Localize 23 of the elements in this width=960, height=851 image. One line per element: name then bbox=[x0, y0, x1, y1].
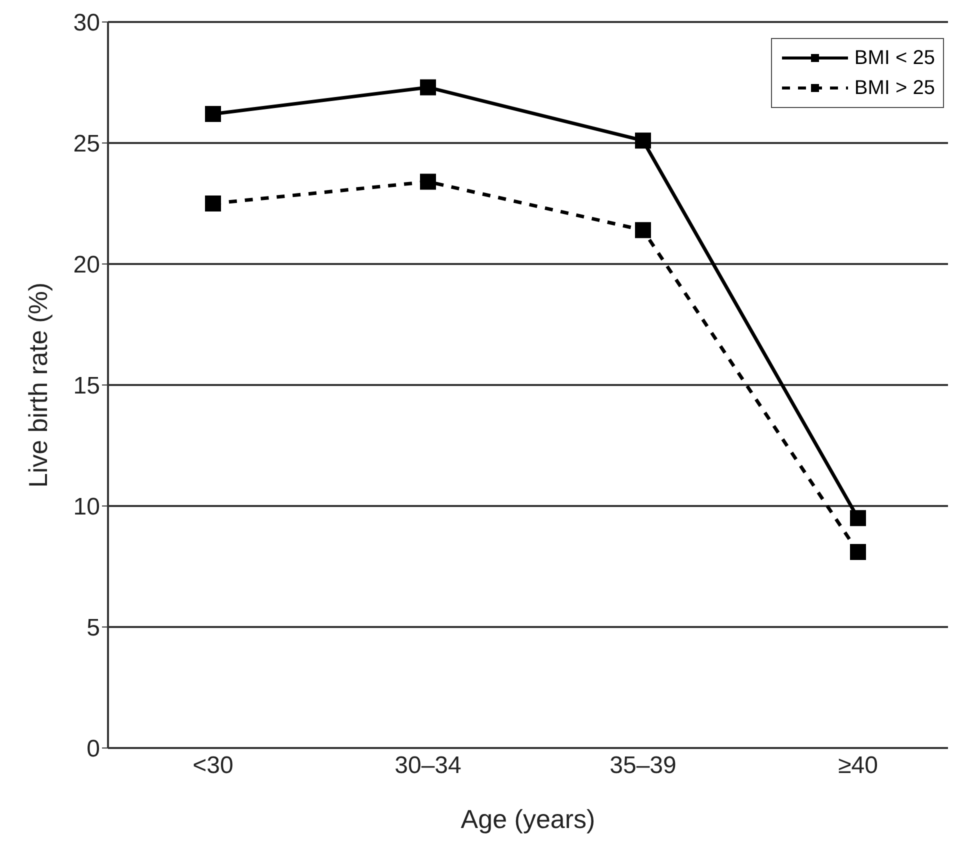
point bbox=[205, 106, 221, 122]
x-tick-label: ≥40 bbox=[838, 752, 878, 780]
y-axis-title: Live birth rate (%) bbox=[23, 282, 54, 488]
x-tick-label: 35–39 bbox=[610, 752, 676, 780]
point bbox=[850, 544, 866, 560]
legend-label: BMI < 25 bbox=[854, 46, 935, 70]
x-tick-label: <30 bbox=[192, 752, 234, 780]
point bbox=[205, 196, 221, 212]
x-axis-title: Age (years) bbox=[460, 804, 596, 834]
y-tick-label: 20 bbox=[73, 252, 100, 279]
y-tick-label: 15 bbox=[73, 372, 100, 400]
y-tick-label: 25 bbox=[73, 130, 100, 158]
point bbox=[635, 222, 651, 238]
point bbox=[635, 132, 651, 149]
y-tick-label: 10 bbox=[73, 494, 100, 521]
point bbox=[420, 79, 436, 96]
y-tick-label: 0 bbox=[86, 736, 100, 763]
x-tick-label: 30–34 bbox=[394, 752, 462, 780]
y-tick-label: 5 bbox=[86, 614, 100, 642]
point bbox=[850, 510, 866, 526]
y-tick-label: 30 bbox=[73, 10, 100, 37]
legend-label: BMI > 25 bbox=[854, 76, 935, 100]
point bbox=[420, 174, 436, 190]
